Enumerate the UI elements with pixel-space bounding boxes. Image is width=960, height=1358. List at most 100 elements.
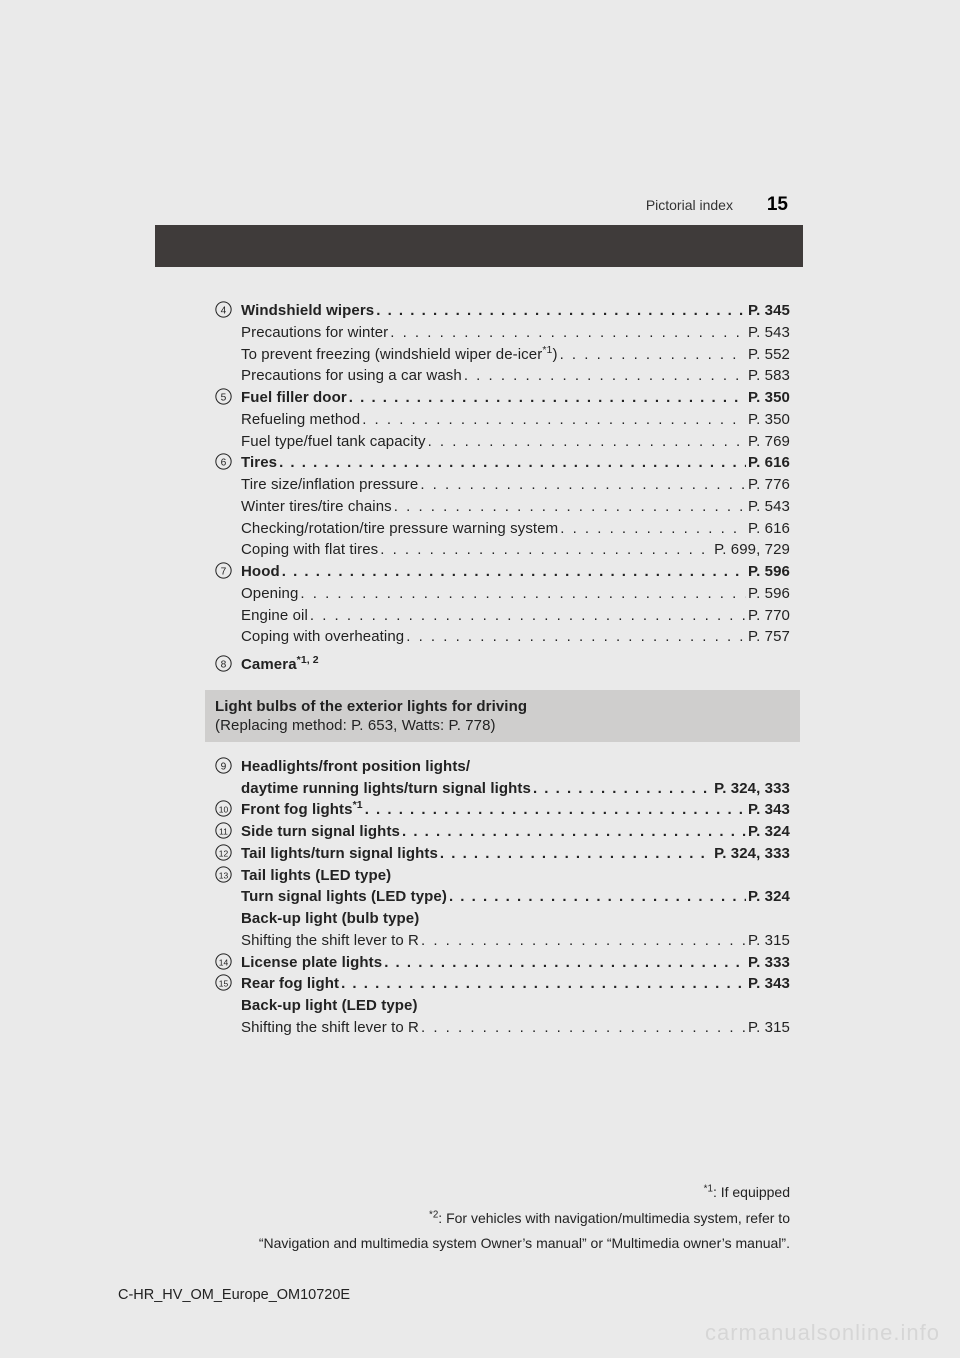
row-dots: . . . . . . . . . . . . . . . . . . . . … <box>282 561 746 583</box>
row-number-icon: 13 <box>215 865 241 885</box>
manual-page: Pictorial index 15 4Windshield wipers . … <box>0 0 960 1358</box>
row-number-icon: 9 <box>215 756 241 776</box>
footnote-1: *1: If equipped <box>155 1182 790 1204</box>
subrow-page: P. 769 <box>748 431 790 453</box>
watermark: carmanualsonline.info <box>705 1320 940 1346</box>
svg-text:5: 5 <box>221 392 227 403</box>
subrow-dots: . . . . . . . . . . . . . . . . . . . . … <box>560 344 746 366</box>
row-label: Headlights/front position lights/ <box>241 756 470 778</box>
footnotes: *1: If equipped *2: For vehicles with na… <box>155 1182 790 1255</box>
subrow-label: To prevent freezing (windshield wiper de… <box>241 344 558 366</box>
subrow-label: Refueling method <box>241 409 360 431</box>
row-number-icon: 15 <box>215 973 241 993</box>
index-row: 13Tail lights (LED type) <box>215 865 790 887</box>
subrow-label: Fuel type/fuel tank capacity <box>241 431 426 453</box>
svg-text:9: 9 <box>221 761 227 772</box>
index-subrow: To prevent freezing (windshield wiper de… <box>215 344 790 366</box>
row-label: Hood <box>241 561 280 583</box>
row-number-icon: 12 <box>215 843 241 863</box>
svg-text:13: 13 <box>219 870 229 880</box>
svg-text:7: 7 <box>221 566 227 577</box>
subrow-dots: . . . . . . . . . . . . . . . . . . . . … <box>449 886 746 908</box>
subrow-page: P. 324, 333 <box>714 778 790 800</box>
index-subrow: Checking/rotation/tire pressure warning … <box>215 518 790 540</box>
row-page: P. 333 <box>748 952 790 974</box>
footnote-1-sup: *1 <box>704 1183 713 1194</box>
subrow-page: P. 616 <box>748 518 790 540</box>
row-page: P. 345 <box>748 300 790 322</box>
row-label: Tires <box>241 452 277 474</box>
index-subrow: Refueling method . . . . . . . . . . . .… <box>215 409 790 431</box>
row-number-icon: 11 <box>215 821 241 841</box>
section-box-title: Light bulbs of the exterior lights for d… <box>215 698 790 715</box>
subrow-page: P. 315 <box>748 1017 790 1039</box>
subrow-label: Checking/rotation/tire pressure warning … <box>241 518 558 540</box>
header-strip <box>155 225 803 267</box>
subrow-page: P. 757 <box>748 626 790 648</box>
index-subrow: Tire size/inflation pressure . . . . . .… <box>215 474 790 496</box>
page-number: 15 <box>767 194 788 215</box>
subrow-label: Engine oil <box>241 605 308 627</box>
index-subrow: Winter tires/tire chains . . . . . . . .… <box>215 496 790 518</box>
camera-title-text: Camera <box>241 656 297 673</box>
index-row: 14License plate lights . . . . . . . . .… <box>215 952 790 974</box>
camera-title: Camera*1, 2 <box>241 654 319 676</box>
row-number-icon: 6 <box>215 452 241 472</box>
row-dots: . . . . . . . . . . . . . . . . . . . . … <box>440 843 712 865</box>
row-label: Fuel filler door <box>241 387 347 409</box>
index-subrow: Fuel type/fuel tank capacity . . . . . .… <box>215 431 790 453</box>
section-box-subtitle: (Replacing method: P. 653, Watts: P. 778… <box>215 717 790 734</box>
subrow-page: P. 543 <box>748 322 790 344</box>
subrow-dots: . . . . . . . . . . . . . . . . . . . . … <box>428 431 746 453</box>
index-row: 15Rear fog light . . . . . . . . . . . .… <box>215 973 790 995</box>
svg-text:6: 6 <box>221 458 227 469</box>
subrow-dots: . . . . . . . . . . . . . . . . . . . . … <box>390 322 746 344</box>
subrow-label: Shifting the shift lever to R <box>241 930 419 952</box>
row-label: Front fog lights*1 <box>241 799 363 821</box>
svg-text:4: 4 <box>221 305 227 316</box>
subrow-dots: . . . . . . . . . . . . . . . . . . . . … <box>300 583 746 605</box>
subrow-label: Shifting the shift lever to R <box>241 1017 419 1039</box>
row-page: P. 616 <box>748 452 790 474</box>
row-page: P. 343 <box>748 973 790 995</box>
subrow-dots: . . . . . . . . . . . . . . . . . . . . … <box>380 539 712 561</box>
camera-entry: 8 Camera*1, 2 <box>215 654 790 676</box>
svg-text:15: 15 <box>219 979 229 989</box>
svg-text:10: 10 <box>219 805 229 815</box>
index-subrow: Shifting the shift lever to R . . . . . … <box>215 930 790 952</box>
index-subrow: Turn signal lights (LED type) . . . . . … <box>215 886 790 908</box>
page-header: Pictorial index 15 <box>646 194 788 216</box>
row-dots: . . . . . . . . . . . . . . . . . . . . … <box>341 973 746 995</box>
index-subrow: daytime running lights/turn signal light… <box>215 778 790 800</box>
row-number-icon: 7 <box>215 561 241 581</box>
footnote-3: “Navigation and multimedia system Owner’… <box>155 1233 790 1255</box>
row-number-icon: 14 <box>215 952 241 972</box>
row-label: License plate lights <box>241 952 382 974</box>
subrow-label: Coping with flat tires <box>241 539 378 561</box>
camera-title-sup: *1, 2 <box>297 654 319 666</box>
row-dots: . . . . . . . . . . . . . . . . . . . . … <box>365 799 746 821</box>
subrow-label: Precautions for winter <box>241 322 388 344</box>
subrow-label: Coping with overheating <box>241 626 404 648</box>
footnote-2-text: : For vehicles with navigation/multimedi… <box>438 1210 790 1226</box>
row-page: P. 350 <box>748 387 790 409</box>
index-row: 5Fuel filler door . . . . . . . . . . . … <box>215 387 790 409</box>
row-dots: . . . . . . . . . . . . . . . . . . . . … <box>279 452 746 474</box>
subrow-label: Turn signal lights (LED type) <box>241 886 447 908</box>
index-row: 7 Hood . . . . . . . . . . . . . . . . . … <box>215 561 790 583</box>
subrow-page: P. 543 <box>748 496 790 518</box>
footnote-1-text: : If equipped <box>713 1184 790 1200</box>
row-number-icon: 4 <box>215 300 241 320</box>
subrow-page: P. 552 <box>748 344 790 366</box>
subrow-label: Back-up light (bulb type) <box>241 908 419 930</box>
section-label: Pictorial index <box>646 197 733 213</box>
section-box: Light bulbs of the exterior lights for d… <box>205 690 800 742</box>
footnote-2-sup: *2 <box>429 1209 438 1220</box>
subrow-label: Back-up light (LED type) <box>241 995 418 1017</box>
svg-text:8: 8 <box>221 659 227 670</box>
row-dots: . . . . . . . . . . . . . . . . . . . . … <box>384 952 746 974</box>
row-number-icon: 10 <box>215 799 241 819</box>
svg-text:11: 11 <box>219 826 228 836</box>
index-subrow: Coping with overheating . . . . . . . . … <box>215 626 790 648</box>
index-row: 10 Front fog lights*1 . . . . . . . . . .… <box>215 799 790 821</box>
